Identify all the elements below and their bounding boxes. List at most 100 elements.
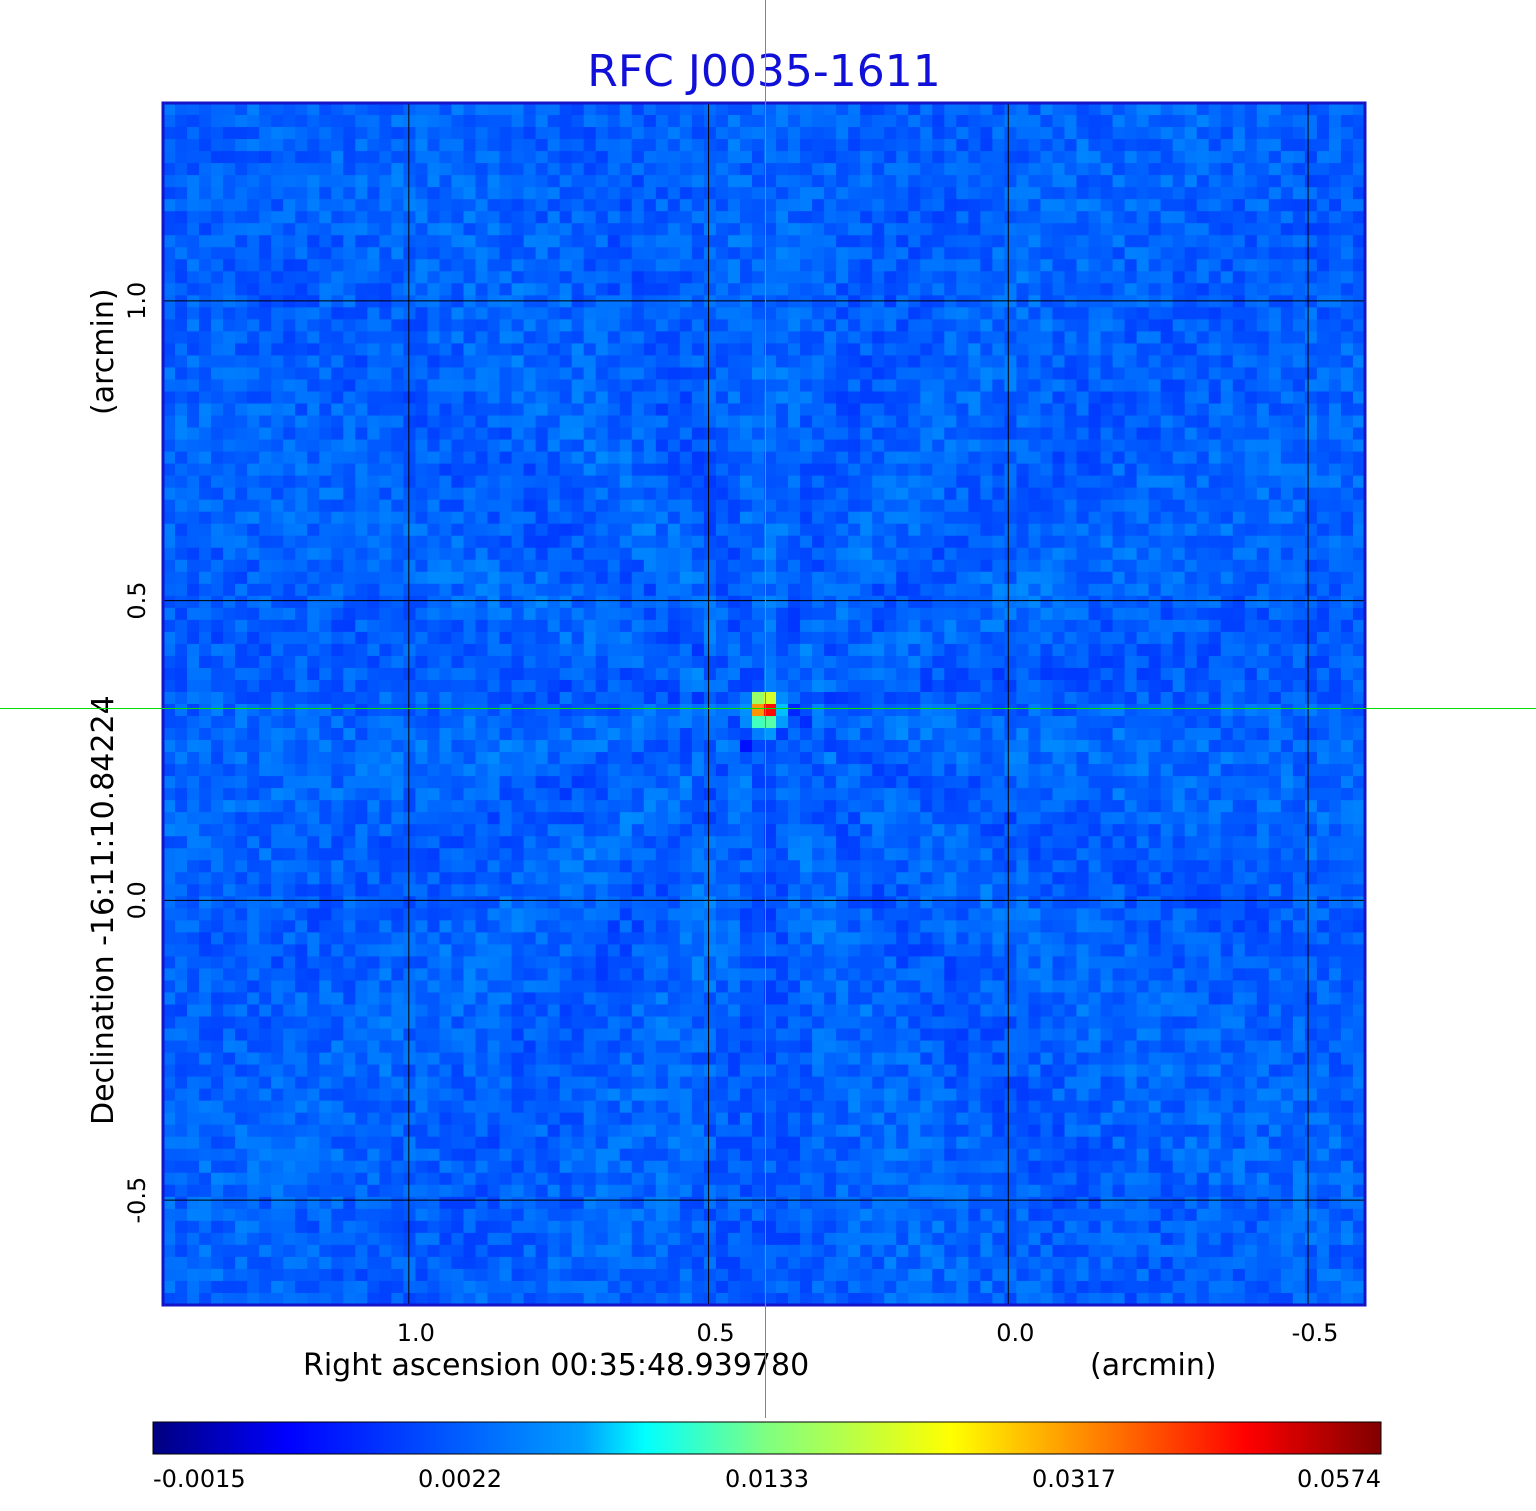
image-pixel [559, 595, 573, 609]
image-pixel [679, 391, 693, 405]
image-pixel [1100, 355, 1114, 369]
image-pixel [1232, 415, 1246, 429]
image-pixel [511, 667, 525, 681]
image-pixel [944, 655, 957, 669]
image-pixel [776, 583, 789, 597]
image-pixel [1316, 247, 1330, 260]
image-pixel [1184, 691, 1198, 705]
image-pixel [727, 211, 741, 224]
image-pixel [379, 211, 392, 224]
image-pixel [1268, 571, 1282, 585]
image-pixel [727, 223, 741, 236]
image-pixel [703, 367, 717, 381]
image-pixel [1124, 679, 1138, 693]
image-pixel [259, 415, 272, 429]
image-pixel [800, 487, 813, 501]
image-pixel [1328, 655, 1342, 669]
image-pixel [331, 595, 344, 609]
image-pixel [259, 211, 272, 224]
image-pixel [607, 655, 621, 669]
image-pixel [980, 271, 993, 284]
image-pixel [331, 103, 344, 116]
image-pixel [319, 271, 332, 284]
image-pixel [415, 619, 429, 633]
image-pixel [703, 295, 717, 308]
image-pixel [499, 595, 513, 609]
image-pixel [583, 535, 597, 549]
image-pixel [932, 667, 945, 681]
image-pixel [1076, 475, 1090, 489]
image-pixel [547, 571, 561, 585]
image-pixel [1040, 187, 1054, 200]
image-pixel [1352, 295, 1366, 308]
image-pixel [1016, 247, 1030, 260]
image-pixel [1100, 151, 1114, 164]
image-pixel [1004, 619, 1018, 633]
image-pixel [776, 535, 789, 549]
image-pixel [896, 631, 909, 645]
image-pixel [1280, 631, 1294, 645]
image-pixel [655, 655, 669, 669]
image-pixel [1232, 667, 1246, 681]
image-pixel [415, 583, 429, 597]
image-pixel [920, 271, 933, 284]
image-pixel [1304, 583, 1318, 597]
image-pixel [1196, 343, 1210, 357]
image-pixel [739, 175, 753, 188]
image-pixel [187, 547, 200, 561]
image-pixel [896, 595, 909, 609]
image-pixel [824, 235, 837, 248]
image-pixel [920, 187, 933, 200]
image-pixel [968, 283, 981, 296]
image-pixel [1040, 679, 1054, 693]
image-pixel [1184, 175, 1198, 188]
image-pixel [667, 367, 681, 381]
image-pixel [739, 391, 753, 405]
image-pixel [427, 439, 441, 453]
image-pixel [1256, 115, 1270, 128]
image-pixel [571, 115, 585, 128]
image-pixel [1124, 475, 1138, 489]
image-pixel [427, 667, 441, 681]
image-pixel [307, 343, 320, 357]
image-pixel [283, 295, 296, 308]
image-pixel [631, 511, 645, 525]
image-pixel [1292, 247, 1306, 260]
image-pixel [595, 247, 609, 260]
image-pixel [391, 643, 404, 657]
image-pixel [379, 271, 392, 284]
image-pixel [812, 331, 825, 344]
image-pixel [643, 331, 657, 344]
image-pixel [932, 211, 945, 224]
image-pixel [1088, 607, 1102, 621]
image-pixel [199, 211, 212, 224]
image-pixel [1292, 283, 1306, 296]
image-pixel [583, 475, 597, 489]
image-pixel [463, 643, 477, 657]
image-pixel [751, 475, 765, 489]
image-pixel [1160, 331, 1174, 344]
image-pixel [511, 247, 525, 260]
image-pixel [727, 511, 741, 525]
image-pixel [1232, 499, 1246, 513]
image-pixel [283, 451, 296, 465]
image-pixel [1316, 463, 1330, 477]
image-pixel [1268, 211, 1282, 224]
image-pixel [427, 475, 441, 489]
image-pixel [1076, 331, 1090, 344]
image-pixel [163, 175, 176, 188]
image-pixel [1052, 391, 1066, 405]
image-plot-area[interactable] [161, 101, 1367, 1307]
image-pixel [1268, 451, 1282, 465]
image-pixel [187, 511, 200, 525]
image-pixel [788, 571, 801, 585]
image-pixel [1124, 271, 1138, 284]
image-pixel [1268, 151, 1282, 164]
image-pixel [403, 295, 417, 308]
image-pixel [595, 151, 609, 164]
image-pixel [1004, 343, 1018, 357]
image-pixel [1028, 139, 1042, 152]
image-pixel [439, 559, 453, 573]
image-pixel [848, 583, 861, 597]
image-pixel [1184, 631, 1198, 645]
